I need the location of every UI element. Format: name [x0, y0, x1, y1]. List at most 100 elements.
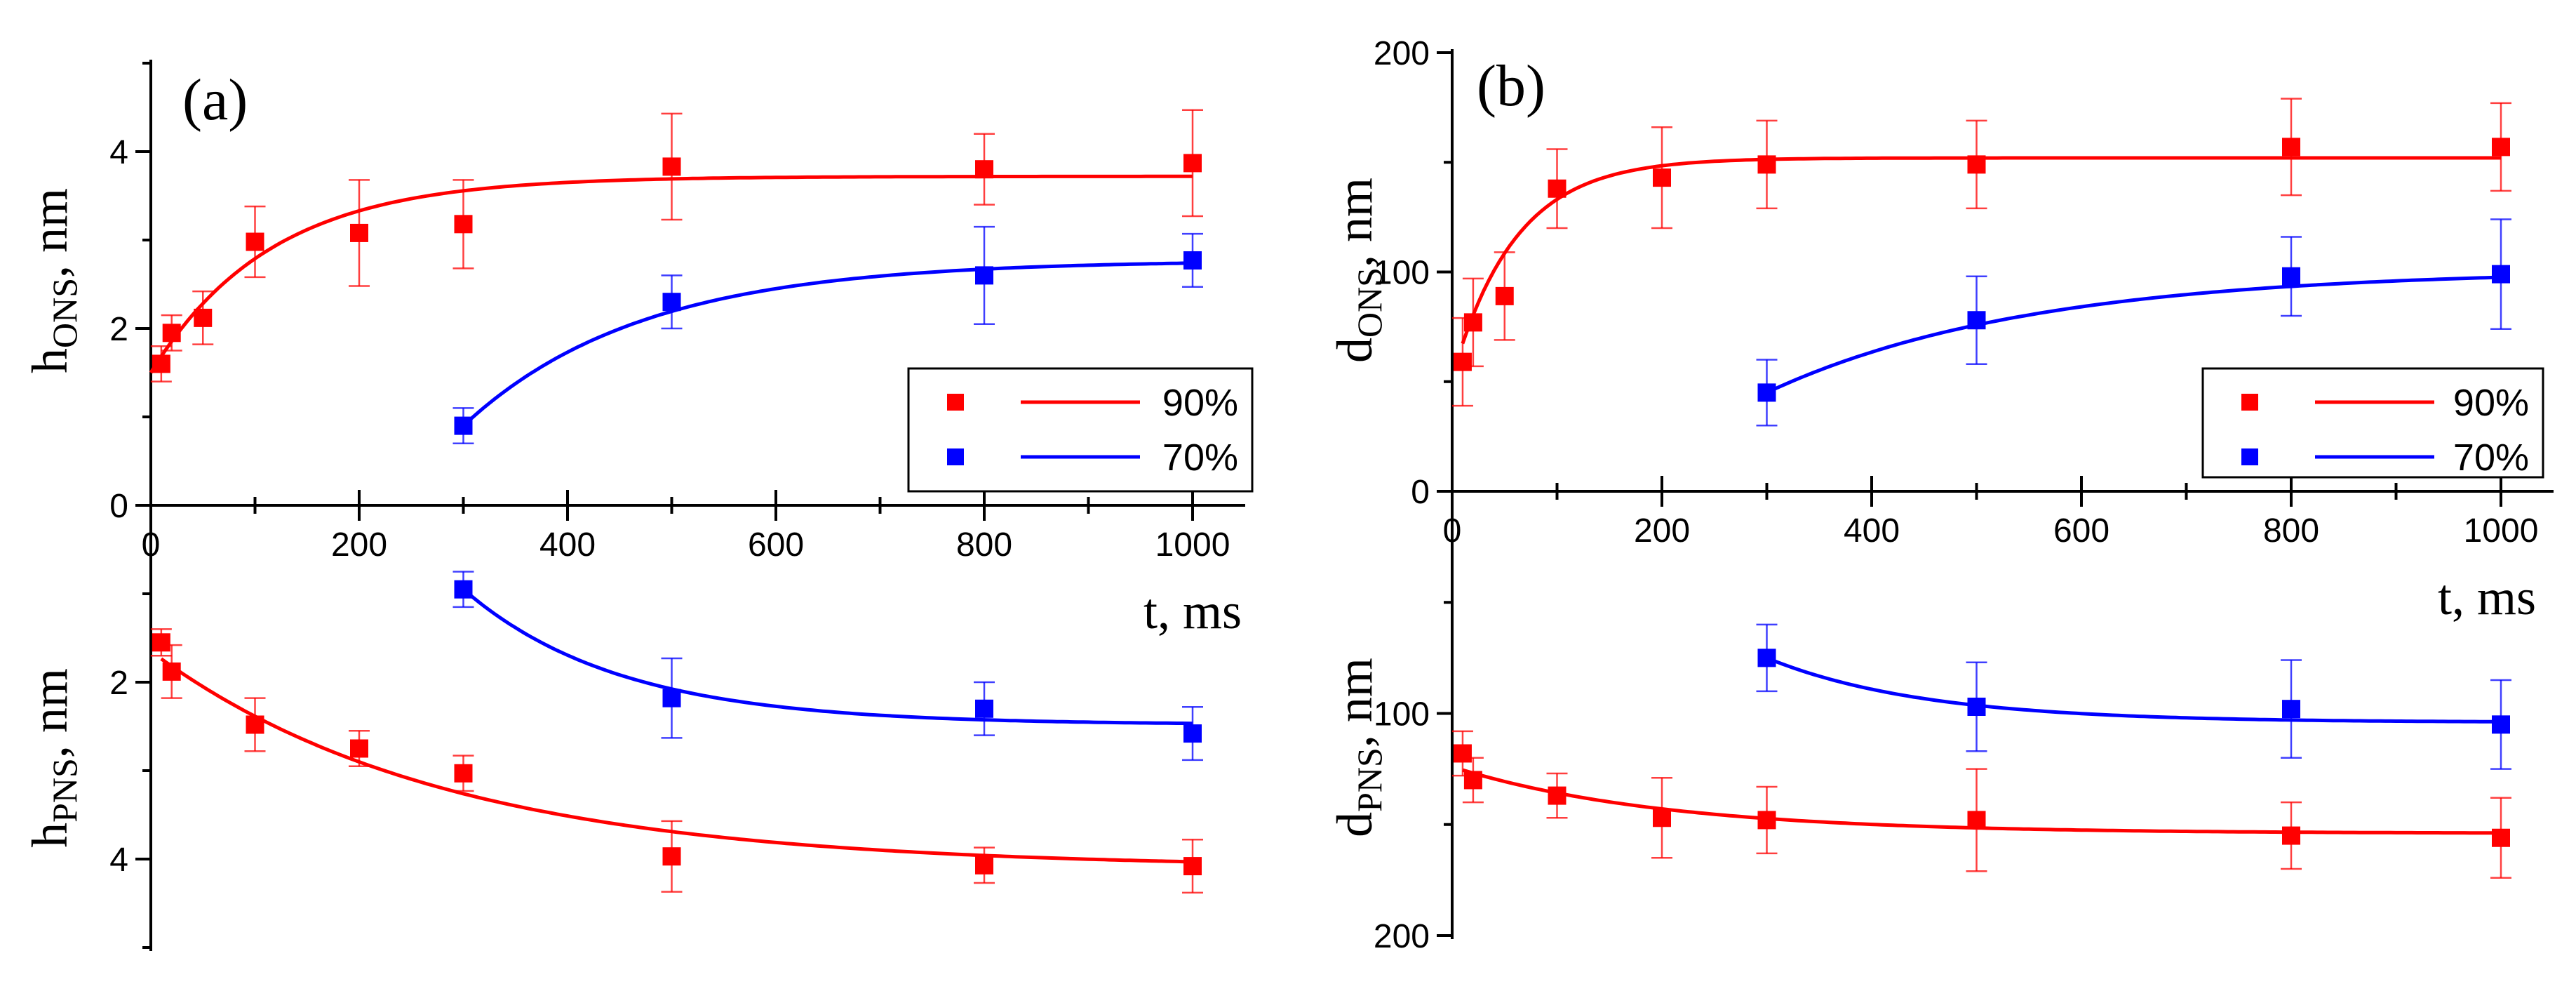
data-point	[1967, 811, 1986, 830]
x-axis-title: t, ms	[1143, 583, 1242, 639]
y-tick-label-bottom: 200	[1374, 918, 1430, 955]
legend-marker	[2241, 448, 2258, 465]
y-tick-label-top: 2	[109, 311, 128, 348]
fit-curve	[462, 261, 1193, 427]
data-point	[2282, 700, 2300, 719]
data-point	[162, 662, 181, 681]
x-tick-label: 200	[331, 526, 387, 564]
y-title-sub: PNS	[1350, 747, 1389, 812]
x-tick-label: 400	[539, 526, 596, 564]
data-point	[1967, 311, 1986, 330]
data-point	[1183, 724, 1202, 743]
data-point	[454, 416, 473, 435]
y-title-unit: , nm	[22, 668, 78, 758]
data-point	[1967, 155, 1986, 174]
data-point	[1653, 809, 1671, 827]
legend-label: 70%	[1162, 437, 1238, 479]
data-point	[1757, 383, 1776, 402]
y-axis-title-top: hONS, nm	[22, 188, 84, 373]
data-point	[1453, 744, 1472, 763]
data-point	[350, 739, 368, 758]
y-title-unit: , nm	[22, 188, 78, 278]
y-tick-label-top: 4	[109, 134, 128, 171]
y-title-main: h	[22, 823, 78, 848]
legend-box	[2201, 367, 2544, 479]
data-point	[1757, 811, 1776, 830]
fit-curve	[462, 587, 1193, 726]
x-tick-label: 800	[956, 526, 1012, 564]
legend-label: 90%	[1162, 382, 1238, 424]
data-point	[662, 293, 681, 312]
series-bottom-70pct	[1756, 623, 2511, 770]
y-tick-label-top: 200	[1374, 35, 1430, 72]
legend: 90%70%	[907, 367, 1254, 493]
data-point	[2492, 828, 2510, 847]
series-top-90pct	[1451, 98, 2511, 407]
series-bottom-70pct	[452, 571, 1203, 762]
y-axis-title-bottom: dPNS, nm	[1327, 658, 1389, 837]
data-point	[975, 699, 993, 718]
legend-label: 70%	[2453, 437, 2529, 479]
data-point	[246, 715, 264, 734]
series-bottom-90pct	[1451, 730, 2511, 879]
y-tick-label-top: 0	[109, 488, 128, 525]
data-point	[1757, 649, 1776, 667]
legend-marker	[2241, 394, 2258, 411]
x-axis-title: t, ms	[2438, 569, 2536, 625]
data-point	[350, 223, 368, 242]
data-point	[2492, 138, 2510, 157]
data-point	[2282, 826, 2300, 845]
x-tick-label: 800	[2263, 512, 2319, 550]
data-point	[1463, 771, 1482, 790]
y-title-main: d	[1327, 338, 1383, 363]
data-point	[2282, 138, 2300, 157]
fit-curve	[160, 657, 1193, 864]
data-point	[162, 324, 181, 343]
data-point	[2492, 715, 2510, 734]
y-tick-label-bottom: 2	[109, 665, 128, 702]
data-point	[1183, 857, 1202, 876]
legend-marker	[947, 394, 964, 411]
y-title-sub: PNS	[45, 758, 84, 823]
panel-label-a: (a)	[182, 67, 248, 133]
y-axis-title-top: dONS, nm	[1327, 178, 1389, 363]
x-tick-label: 600	[748, 526, 804, 564]
data-point	[1183, 251, 1202, 270]
data-point	[1495, 286, 1514, 305]
data-point	[1653, 168, 1671, 187]
x-tick-label: 400	[1844, 512, 1900, 550]
x-tick-label: 1000	[1155, 526, 1230, 564]
y-title-main: h	[22, 348, 78, 373]
series-top-70pct	[452, 225, 1203, 445]
data-point	[454, 764, 473, 783]
data-point	[1548, 786, 1567, 805]
y-tick-label-top: 100	[1374, 255, 1430, 292]
fit-curve	[1766, 656, 2501, 724]
data-point	[1463, 313, 1482, 332]
data-point	[454, 215, 473, 234]
data-point	[1183, 154, 1202, 173]
data-point	[454, 580, 473, 599]
y-title-unit: , nm	[1327, 178, 1383, 267]
series-top-90pct	[149, 109, 1203, 383]
data-point	[662, 689, 681, 707]
y-title-sub: ONS	[45, 278, 84, 348]
panel-label-b: (b)	[1477, 53, 1545, 119]
data-point	[152, 633, 170, 652]
data-point	[1453, 352, 1472, 371]
legend: 90%70%	[2201, 367, 2544, 479]
y-title-main: d	[1327, 812, 1383, 837]
fit-curve	[1766, 275, 2502, 394]
data-point	[194, 308, 213, 327]
x-tick-label: 200	[1634, 512, 1690, 550]
series-bottom-90pct	[150, 628, 1203, 894]
data-point	[975, 160, 993, 179]
legend-label: 90%	[2453, 382, 2529, 424]
y-tick-label-top: 0	[1411, 474, 1430, 511]
y-axis-title-bottom: hPNS, nm	[22, 668, 84, 848]
y-title-sub: ONS	[1350, 267, 1389, 338]
data-point	[2282, 267, 2300, 286]
